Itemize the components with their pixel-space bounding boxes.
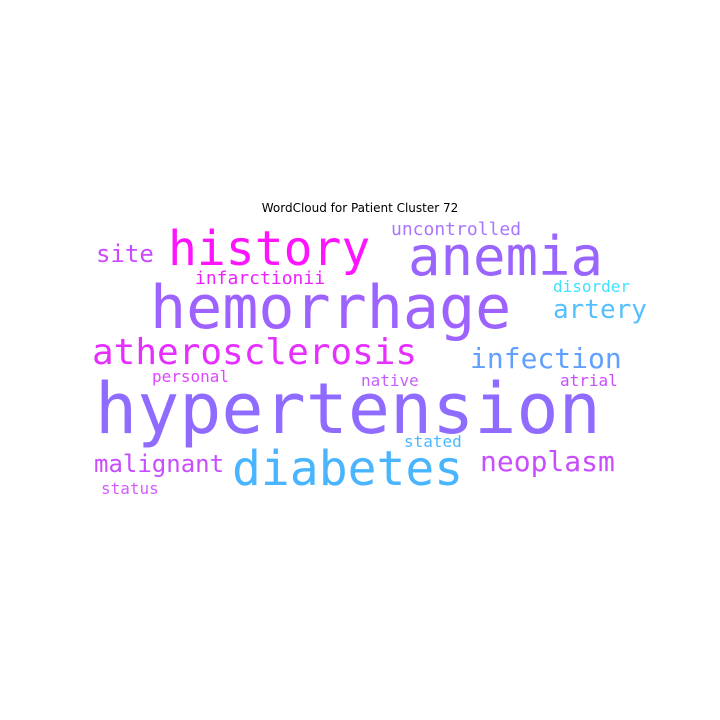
- word-malignant: malignant: [94, 450, 224, 478]
- chart-title: WordCloud for Patient Cluster 72: [261, 201, 459, 215]
- word-atherosclerosis: atherosclerosis: [92, 332, 417, 373]
- word-disorder: disorder: [553, 277, 630, 296]
- word-artery: artery: [553, 295, 647, 325]
- word-infarctionii: infarctionii: [195, 268, 325, 289]
- word-personal: personal: [152, 367, 229, 386]
- word-stated: stated: [404, 432, 462, 451]
- word-atrial: atrial: [560, 371, 618, 390]
- word-hypertension: hypertension: [95, 368, 601, 450]
- word-diabetes: diabetes: [232, 441, 463, 497]
- word-native: native: [361, 371, 419, 390]
- word-anemia: anemia: [408, 225, 603, 288]
- word-infection: infection: [470, 342, 622, 375]
- word-hemorrhage: hemorrhage: [150, 273, 511, 343]
- word-history: history: [168, 221, 370, 277]
- word-uncontrolled: uncontrolled: [391, 219, 521, 240]
- word-status: status: [101, 479, 159, 498]
- word-site: site: [96, 240, 154, 268]
- word-neoplasm: neoplasm: [480, 445, 615, 478]
